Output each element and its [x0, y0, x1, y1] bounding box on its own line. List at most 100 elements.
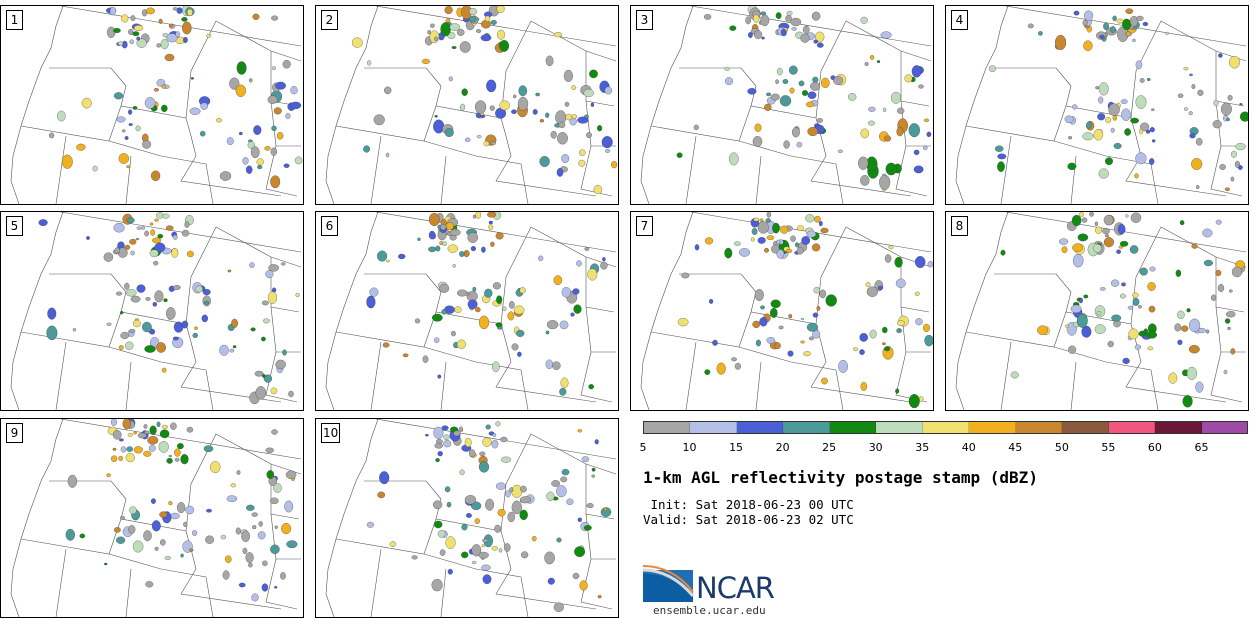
reflectivity-echo — [1122, 357, 1130, 364]
reflectivity-echo — [1070, 304, 1082, 314]
reflectivity-echo — [206, 508, 212, 513]
reflectivity-echo — [459, 251, 465, 257]
reflectivity-echo — [820, 227, 829, 234]
reflectivity-echo — [600, 261, 608, 270]
reflectivity-echo — [1027, 23, 1034, 29]
reflectivity-echo — [1195, 137, 1203, 146]
reflectivity-echo — [437, 374, 442, 379]
reflectivity-echo — [215, 118, 223, 123]
reflectivity-echo — [838, 359, 848, 373]
state-boundary — [125, 361, 132, 410]
reflectivity-echo — [79, 533, 86, 539]
reflectivity-echo — [578, 159, 586, 167]
reflectivity-echo — [884, 135, 892, 142]
reflectivity-echo — [192, 332, 198, 338]
reflectivity-echo — [490, 19, 497, 25]
reflectivity-echo — [168, 454, 172, 458]
state-boundary — [10, 212, 64, 410]
reflectivity-echo — [464, 137, 471, 142]
reflectivity-echo — [144, 230, 149, 237]
colorbar-tick-label: 60 — [1147, 441, 1162, 454]
reflectivity-echo — [435, 458, 440, 463]
reflectivity-echo — [1121, 108, 1131, 121]
reflectivity-echo — [572, 572, 580, 580]
reflectivity-echo — [997, 153, 1007, 160]
reflectivity-echo — [1142, 21, 1149, 27]
state-boundary — [1053, 346, 1159, 410]
reflectivity-echo — [860, 175, 870, 186]
reflectivity-echo — [434, 337, 440, 344]
reflectivity-echo — [46, 325, 58, 341]
reflectivity-echo — [553, 32, 563, 38]
colorbar-tick-label: 45 — [1008, 441, 1023, 454]
reflectivity-echo — [1183, 66, 1189, 71]
reflectivity-echo — [159, 429, 170, 439]
reflectivity-echo — [86, 236, 90, 240]
state-boundary — [335, 518, 507, 555]
reflectivity-echo — [472, 286, 477, 292]
reflectivity-echo — [724, 247, 733, 259]
reflectivity-echo — [126, 165, 131, 169]
reflectivity-echo — [1191, 84, 1196, 89]
reflectivity-echo — [156, 421, 161, 427]
reflectivity-echo — [590, 102, 595, 107]
reflectivity-echo — [200, 102, 208, 110]
state-boundary — [679, 67, 757, 107]
reflectivity-echo — [273, 483, 282, 493]
reflectivity-echo — [785, 15, 792, 22]
reflectivity-echo — [160, 39, 169, 50]
reflectivity-echo — [432, 500, 443, 510]
reflectivity-echo — [471, 560, 477, 565]
reflectivity-echo — [72, 327, 77, 332]
reflectivity-echo — [681, 272, 690, 279]
colorbar-tick-label: 35 — [915, 441, 930, 454]
reflectivity-echo — [112, 447, 117, 451]
reflectivity-echo — [1203, 259, 1213, 267]
reflectivity-echo — [1223, 369, 1228, 375]
reflectivity-echo — [151, 520, 161, 532]
reflectivity-echo — [482, 437, 492, 447]
reflectivity-echo — [1135, 95, 1147, 109]
reflectivity-echo — [511, 109, 517, 114]
reflectivity-echo — [475, 100, 487, 114]
reflectivity-echo — [249, 262, 255, 268]
site-url[interactable]: ensemble.ucar.edu — [653, 604, 766, 617]
reflectivity-echo — [764, 247, 769, 253]
reflectivity-echo — [1103, 237, 1114, 248]
reflectivity-echo — [574, 546, 586, 558]
reflectivity-echo — [1149, 266, 1156, 272]
reflectivity-echo — [443, 434, 450, 440]
reflectivity-echo — [284, 500, 294, 513]
reflectivity-echo — [603, 507, 608, 511]
reflectivity-echo — [591, 474, 595, 478]
reflectivity-echo — [1000, 249, 1006, 256]
reflectivity-echo — [561, 287, 571, 298]
reflectivity-echo — [174, 457, 180, 462]
reflectivity-echo — [1058, 238, 1069, 245]
state-boundary — [955, 212, 1009, 410]
reflectivity-echo — [1104, 234, 1110, 238]
reflectivity-echo — [1198, 327, 1206, 334]
reflectivity-echo — [110, 455, 118, 462]
reflectivity-echo — [439, 283, 450, 293]
reflectivity-echo — [586, 503, 594, 509]
reflectivity-echo — [286, 540, 298, 549]
reflectivity-echo — [511, 343, 519, 351]
reflectivity-echo — [186, 426, 194, 433]
reflectivity-echo — [483, 140, 490, 147]
reflectivity-echo — [247, 141, 255, 149]
reflectivity-echo — [451, 46, 457, 49]
panel-label: 6 — [321, 216, 338, 236]
reflectivity-echo — [275, 359, 286, 370]
reflectivity-echo — [923, 118, 930, 122]
reflectivity-echo — [751, 228, 758, 235]
reflectivity-echo — [604, 86, 613, 95]
state-boundary — [685, 341, 697, 410]
reflectivity-echo — [1195, 381, 1204, 393]
state-boundary — [1070, 361, 1077, 410]
reflectivity-echo — [1061, 246, 1068, 254]
reflectivity-echo — [486, 79, 497, 93]
state-boundary — [495, 548, 597, 610]
reflectivity-echo — [558, 121, 566, 129]
reflectivity-echo — [129, 238, 137, 245]
